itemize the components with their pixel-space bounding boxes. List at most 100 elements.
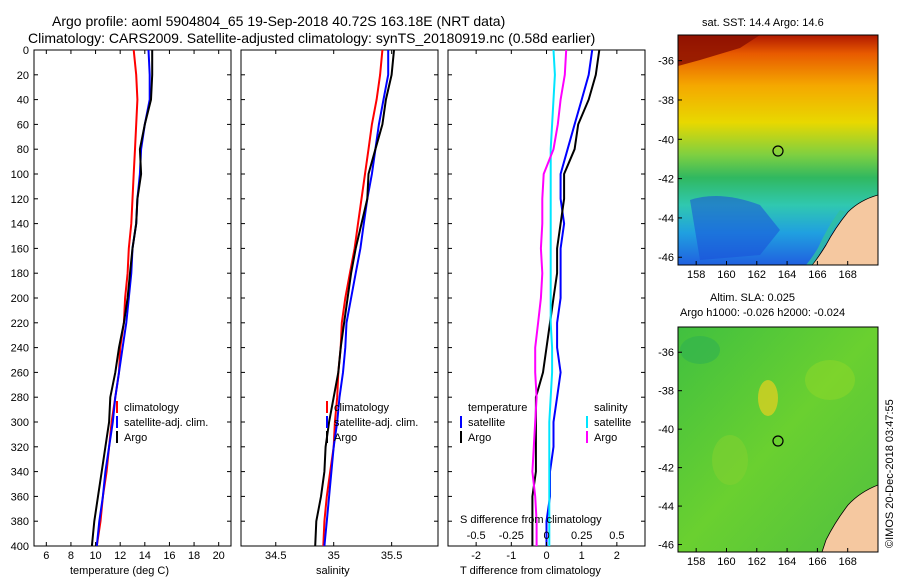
- lon-tick-label: 166: [808, 556, 826, 568]
- series-line-argo: [314, 50, 395, 546]
- series-line-temperature-satellite: [545, 50, 594, 546]
- lat-tick-label: -36: [658, 347, 674, 359]
- x-tick-label: 10: [89, 550, 101, 562]
- land-nz: [811, 194, 878, 265]
- legend-argo: Argo: [124, 432, 147, 444]
- lat-tick-label: -38: [658, 95, 674, 107]
- x-tick-label: 2: [614, 550, 620, 562]
- lat-tick-label: -36: [658, 56, 674, 68]
- salinity-legend: climatology satellite-adj. clim. Argo: [326, 401, 418, 444]
- lat-tick-label: -42: [658, 174, 674, 186]
- lon-tick-label: 158: [687, 556, 705, 568]
- lon-tick-label: 158: [687, 269, 705, 281]
- legend-argo: Argo: [334, 432, 357, 444]
- lat-tick-label: -42: [658, 463, 674, 475]
- temperature-panel: [33, 49, 232, 547]
- difference-lines: [531, 50, 601, 546]
- depth-tick-label: 140: [11, 219, 29, 231]
- legend-climatology: climatology: [334, 402, 390, 414]
- depth-tick-label: 180: [11, 268, 29, 280]
- depth-tick-label: 320: [11, 442, 29, 454]
- lon-tick-label: 160: [717, 269, 735, 281]
- x-tick-label: 14: [139, 550, 151, 562]
- series-line-satellite-adj-clim-: [323, 50, 390, 546]
- series-line-climatology: [95, 50, 139, 546]
- lat-tick-label: -40: [658, 424, 674, 436]
- lat-tick-label: -38: [658, 386, 674, 398]
- depth-tick-label: 280: [11, 392, 29, 404]
- legend-satellite-adj: satellite-adj. clim.: [124, 417, 208, 429]
- temperature-x-ticks: 6 8 10 12 14 16 18 20: [43, 50, 225, 562]
- sst-lat-ticks: -36 -38 -40 -42 -44 -46: [658, 56, 682, 264]
- x-tick-label: 34.5: [265, 550, 286, 562]
- sst-map: [678, 35, 878, 265]
- depth-tick-label: 400: [11, 541, 29, 553]
- sla-anomaly-2: [680, 336, 720, 364]
- lat-tick-label: -46: [658, 252, 674, 264]
- x-tick-label: 0: [543, 550, 549, 562]
- legend-salinity-heading: salinity: [594, 402, 628, 414]
- s-tick-label: -0.25: [499, 530, 524, 542]
- difference-legend: temperature satellite Argo salinity sate…: [460, 402, 631, 444]
- sla-lat-ticks: -36 -38 -40 -42 -44 -46: [658, 347, 682, 552]
- temperature-legend: climatology satellite-adj. clim. Argo: [116, 401, 208, 444]
- depth-tick-label: 300: [11, 417, 29, 429]
- sst-cold-patch: [690, 196, 780, 260]
- difference-s-ticks: -0.5 -0.25 0 0.25 0.5: [467, 530, 625, 542]
- lon-tick-label: 162: [748, 269, 766, 281]
- series-line-satellite-adj-clim-: [95, 50, 151, 546]
- x-tick-label: -2: [471, 550, 481, 562]
- s-tick-label: -0.5: [467, 530, 486, 542]
- temperature-xlabel: temperature (deg C): [70, 565, 169, 577]
- lon-tick-label: 164: [778, 556, 796, 568]
- sla-map-title2: Argo h1000: -0.026 h2000: -0.024: [680, 307, 845, 319]
- salinity-lines: [314, 50, 395, 546]
- legend-climatology: climatology: [124, 402, 180, 414]
- depth-tick-label: 20: [17, 70, 29, 82]
- series-line-salinity-satellite: [548, 50, 556, 546]
- legend-t-argo: Argo: [468, 432, 491, 444]
- sst-warm-patch: [678, 35, 760, 66]
- x-tick-label: 6: [43, 550, 49, 562]
- s-difference-label: S difference from climatology: [460, 514, 602, 526]
- lat-tick-label: -44: [658, 213, 674, 225]
- lon-tick-label: 168: [839, 556, 857, 568]
- x-tick-label: 35: [328, 550, 340, 562]
- sst-map-frame: [677, 34, 879, 266]
- depth-tick-label: 0: [23, 45, 29, 57]
- x-tick-label: 16: [163, 550, 175, 562]
- sla-anomaly-3: [712, 435, 748, 485]
- difference-panel: [447, 49, 646, 547]
- sla-map-frame: [677, 326, 879, 553]
- figure-title-line2: Climatology: CARS2009. Satellite-adjuste…: [28, 30, 595, 46]
- salinity-panel: [240, 49, 439, 547]
- difference-xlabel: T difference from climatology: [460, 565, 601, 577]
- sla-anomaly-1: [758, 380, 778, 416]
- series-line-argo: [90, 50, 154, 546]
- depth-tick-label: 120: [11, 194, 29, 206]
- lat-tick-label: -40: [658, 134, 674, 146]
- lat-tick-label: -46: [658, 540, 674, 552]
- lon-tick-label: 164: [778, 269, 796, 281]
- depth-tick-label: 380: [11, 516, 29, 528]
- depth-tick-label: 340: [11, 467, 29, 479]
- argo-position-sla: [772, 435, 784, 447]
- x-tick-label: 8: [68, 550, 74, 562]
- lat-tick-label: -44: [658, 501, 674, 513]
- legend-s-satellite: satellite: [594, 417, 631, 429]
- x-tick-label: 1: [579, 550, 585, 562]
- sla-anomaly-4: [805, 360, 855, 400]
- x-tick-label: 20: [213, 550, 225, 562]
- legend-satellite-adj: satellite-adj. clim.: [334, 417, 418, 429]
- sla-lon-ticks: 158 160 162 164 166 168: [687, 548, 857, 568]
- depth-tick-label: 160: [11, 243, 29, 255]
- series-line-temperature-argo: [531, 50, 601, 546]
- lon-tick-label: 166: [808, 269, 826, 281]
- depth-tick-label: 220: [11, 318, 29, 330]
- depth-axis: 0 20 40 60 80 100 120 140 160 180 200 220 240 260 280 3…: [11, 45, 645, 553]
- salinity-x-ticks: 34.5 35 35.5: [265, 50, 402, 562]
- s-tick-label: 0.25: [571, 530, 592, 542]
- depth-tick-label: 200: [11, 293, 29, 305]
- sst-lon-ticks: 158 160 162 164 166 168: [687, 261, 857, 281]
